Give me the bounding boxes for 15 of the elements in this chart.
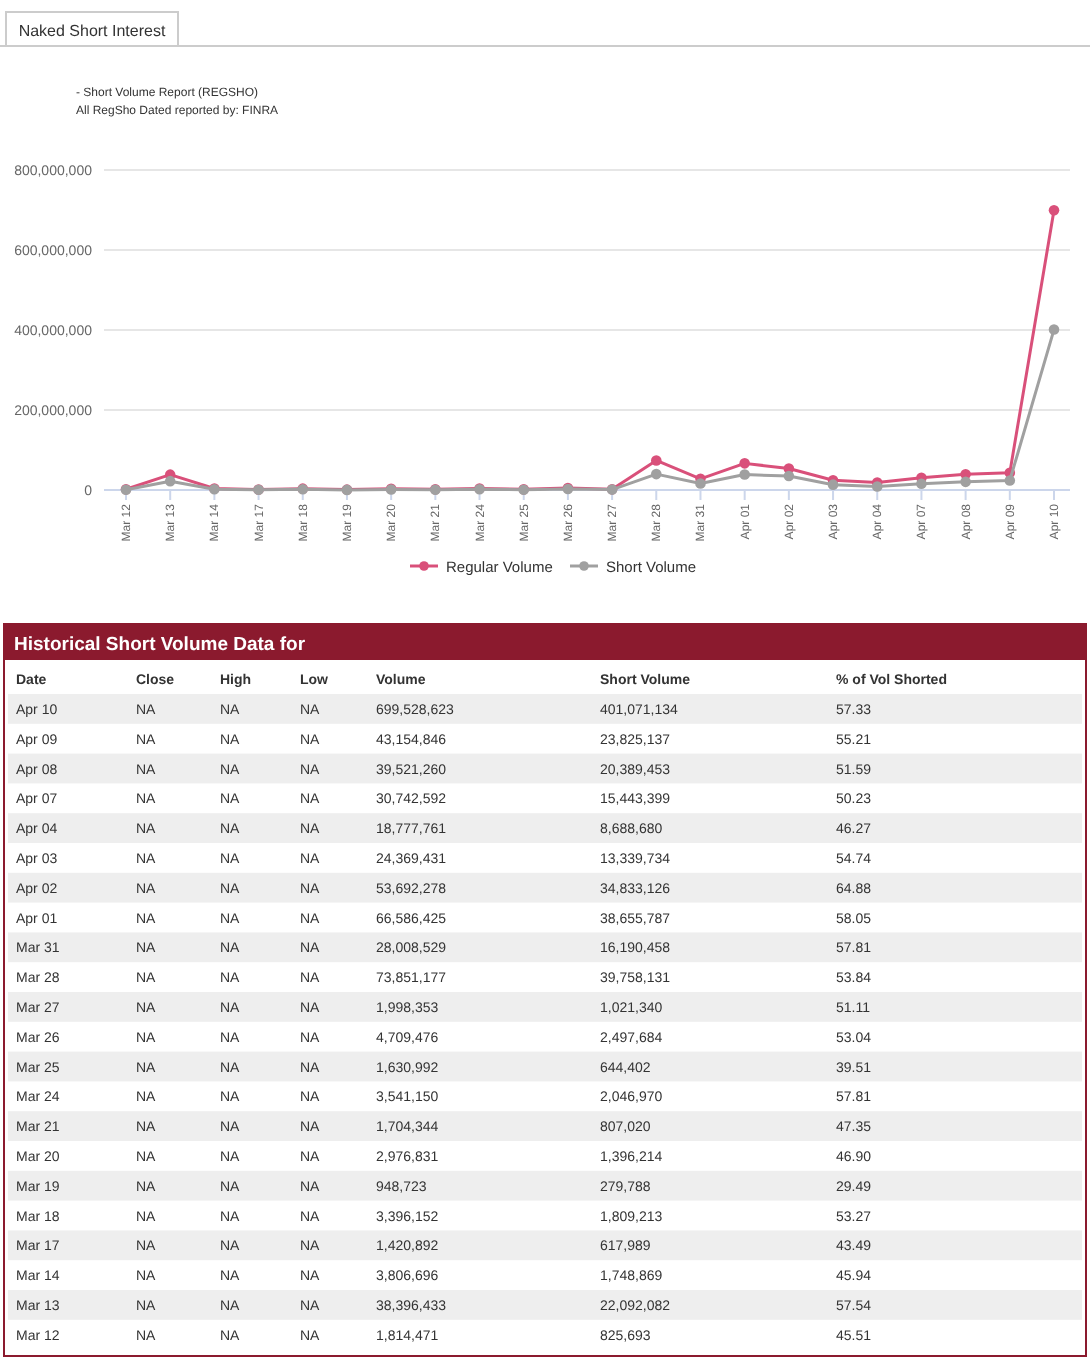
point (827, 479, 839, 490)
point (695, 478, 706, 489)
point (739, 458, 750, 469)
point (164, 475, 176, 487)
point (1004, 475, 1016, 486)
point (960, 476, 971, 488)
text: Naked Short Interest (18, 22, 167, 40)
point (1048, 204, 1060, 216)
point (739, 469, 750, 480)
point (650, 468, 662, 480)
text: Historical Short Volume Data for (14, 634, 306, 656)
point (916, 478, 927, 490)
point (783, 470, 795, 482)
point (650, 455, 662, 466)
point (1048, 324, 1060, 335)
